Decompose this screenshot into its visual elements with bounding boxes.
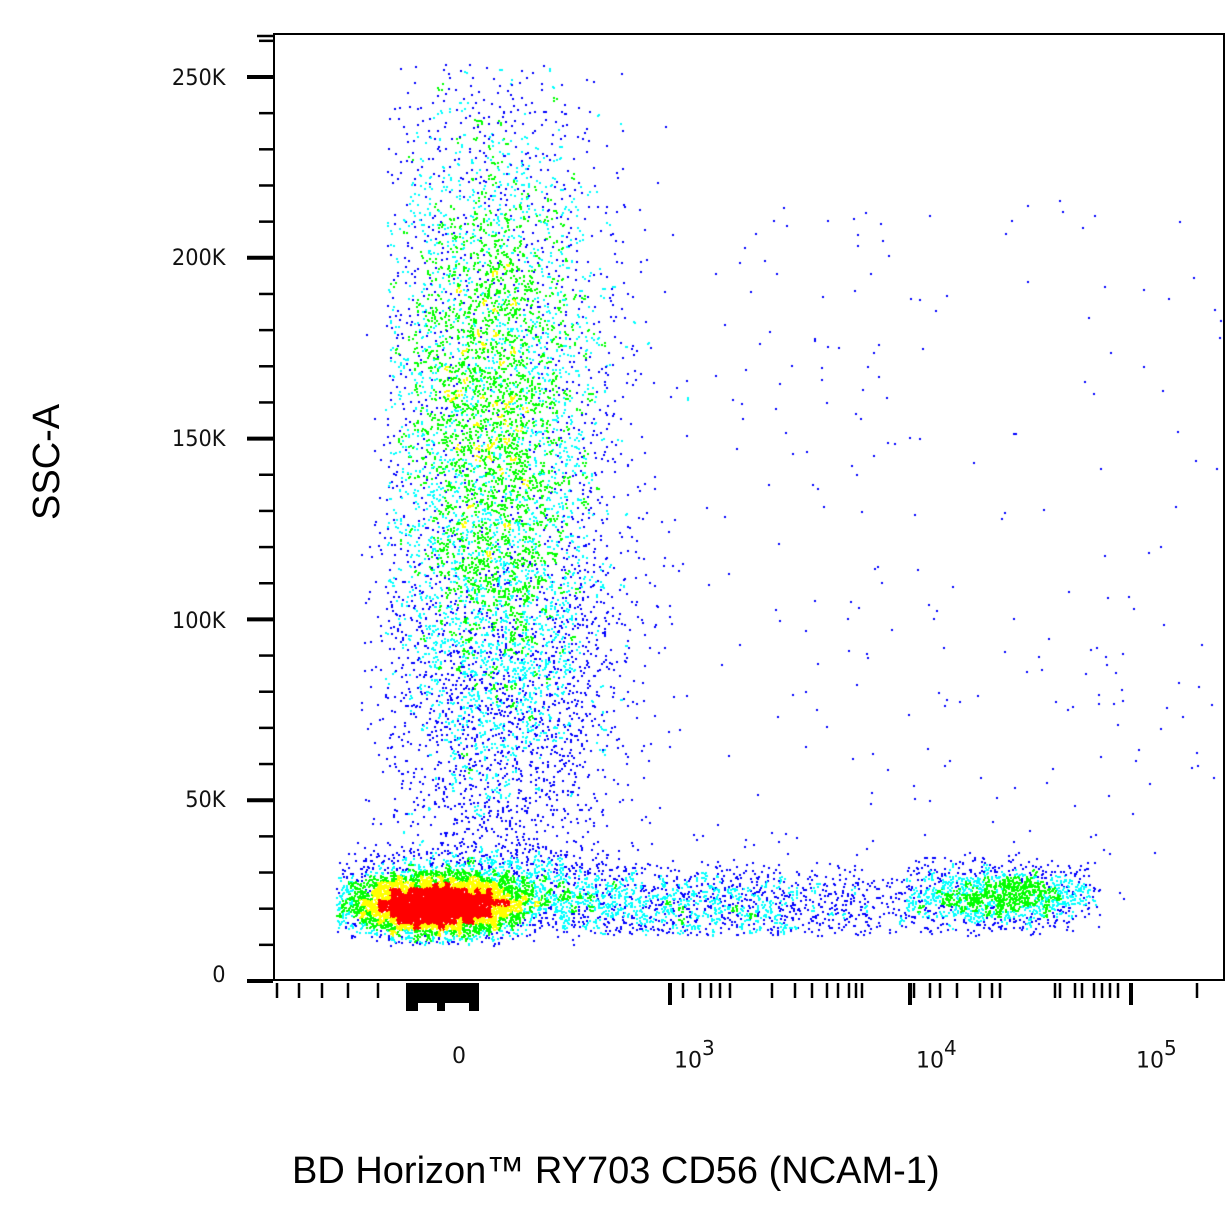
y-tick-50k: 50K bbox=[185, 788, 226, 813]
x-tick-1e4: 104 bbox=[916, 1036, 957, 1074]
x-tick-0: 0 bbox=[452, 1044, 466, 1069]
density-scatter bbox=[275, 35, 1223, 979]
y-tick-100k: 100K bbox=[171, 609, 226, 634]
x-axis-label: BD Horizon™ RY703 CD56 (NCAM-1) bbox=[292, 1150, 940, 1192]
y-tick-200k: 200K bbox=[171, 246, 226, 271]
y-tick-0: 0 bbox=[212, 963, 226, 988]
y-axis-label: SSC-A bbox=[26, 403, 68, 520]
y-tick-250k: 250K bbox=[171, 66, 226, 91]
y-tick-150k: 150K bbox=[171, 427, 226, 452]
plot-area bbox=[273, 33, 1225, 981]
x-tick-1e5: 105 bbox=[1136, 1036, 1177, 1074]
x-tick-1e3: 103 bbox=[674, 1036, 715, 1074]
